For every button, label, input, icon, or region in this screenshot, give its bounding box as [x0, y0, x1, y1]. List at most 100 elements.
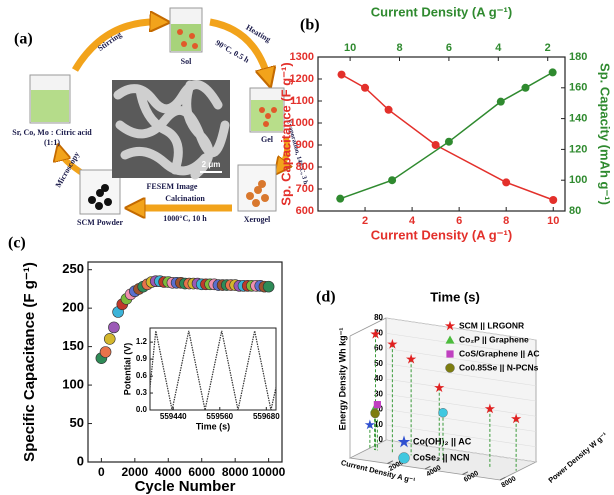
z-tick-label: 0: [379, 435, 384, 444]
particle: [246, 192, 254, 200]
z-grid-line: [385, 317, 537, 341]
chart-title: Time (s): [430, 289, 480, 304]
inset-y-tick-label: 0.9: [136, 354, 148, 363]
inset-x-tick-label: 559560: [206, 412, 233, 421]
beaker-precursor: [29, 74, 71, 124]
inset-y-tick-label: 0.0: [136, 405, 148, 414]
data-point: [108, 321, 120, 334]
data-point: [384, 105, 393, 114]
particle: [177, 29, 183, 35]
data-point: [361, 83, 370, 92]
y-tick-label: 1200: [290, 73, 314, 85]
z-tick-label: 20: [374, 405, 383, 414]
y2-tick-label: 100: [569, 174, 587, 186]
y2-tick-label: 160: [569, 82, 587, 94]
legend-label: SCM || LRGONR: [459, 320, 524, 330]
x-axis-label: Current Density (A g⁻¹): [371, 227, 512, 242]
inset-x-tick-label: 559440: [160, 412, 187, 421]
inset-x-label: Time (s): [196, 421, 230, 431]
particle: [265, 113, 271, 119]
data-point: [364, 419, 376, 430]
particle: [104, 198, 112, 206]
particle: [259, 107, 265, 113]
z-grid-line: [385, 439, 537, 463]
plot-frame: [317, 56, 566, 212]
data-point: [387, 338, 398, 349]
y-axis-label: Specific Capacitance (F g⁻¹): [21, 262, 38, 462]
beaker-xerogel: [237, 164, 277, 212]
x-tick-label: 4: [409, 215, 416, 227]
x-tick-label: 0: [98, 465, 105, 479]
particle: [96, 189, 104, 197]
panel-label: (b): [300, 17, 320, 34]
x-tick-label: 6000: [188, 465, 215, 479]
sem-texture: [113, 80, 230, 180]
stage-label: SCM Powder: [77, 218, 123, 227]
y2-tick-label: 140: [569, 113, 587, 125]
x-tick-label: 10: [547, 215, 559, 227]
box-edge: [349, 317, 387, 337]
x2-tick-label: 4: [495, 42, 502, 54]
z-tick-label: 10: [374, 420, 383, 429]
data-point: [444, 137, 453, 146]
data-point: [405, 353, 417, 364]
sem-image: [112, 80, 230, 180]
x-tick-label: 8000: [222, 465, 249, 479]
data-point: [496, 97, 505, 106]
panel-c: 0 2000 4000 6000 8000 10000 0 50 100 150 200 250 (c)…: [8, 235, 286, 495]
inset-y-label: Potential (V): [122, 343, 132, 396]
beaker-gel: [249, 87, 285, 133]
data-point: [438, 408, 448, 418]
data-point: [502, 178, 511, 187]
y2-tick-label: 80: [569, 205, 581, 217]
particle: [261, 194, 269, 202]
stage-label: Sr, Co, Mo : Citric acid: [12, 128, 92, 137]
z-tick-label: 80: [374, 313, 383, 322]
z-tick-label: 60: [374, 344, 383, 353]
y-tick-label: 700: [296, 183, 314, 195]
x-tick: [499, 476, 506, 481]
data-point: [549, 196, 558, 204]
data-point: [103, 333, 116, 345]
particle: [95, 202, 103, 210]
y-axis-label: Sp. Capacitance (F g⁻¹): [278, 62, 293, 205]
inset-y-tick-label: 0.6: [136, 371, 148, 380]
stage-label: Sol: [181, 57, 192, 66]
stage-label: Xerogel: [244, 215, 271, 224]
panel-a: (a) 2 μm FESEM Image Stirring Sol 90°C, …: [12, 7, 309, 227]
data-point: [370, 328, 381, 339]
image-caption: FESEM Image: [147, 182, 198, 191]
panel-label: (a): [14, 31, 33, 48]
beaker-sol: [169, 7, 203, 53]
data-point: [484, 403, 496, 414]
legend-symbol: [445, 335, 455, 344]
legend-label: CoS/Graphene || AC: [459, 348, 539, 358]
x-tick: [387, 460, 394, 464]
arrow: [71, 22, 160, 72]
x-tick-label: 8: [503, 215, 509, 227]
data-point: [548, 68, 557, 77]
stage-label: (1:1): [44, 138, 60, 147]
x-tick-label: 4000: [155, 465, 182, 479]
data-point: [434, 382, 445, 393]
data-point: [99, 346, 112, 358]
data-point: [510, 413, 522, 424]
y2-axis-label: Sp. Capacity (mAh g⁻¹): [598, 63, 613, 205]
z-axis-label: Energy Density Wh kg⁻¹: [337, 328, 347, 431]
inset-y-tick-label: 1.2: [136, 337, 148, 346]
legend-symbol: [397, 435, 411, 448]
z-tick-label: 50: [374, 359, 383, 368]
particle: [181, 41, 187, 47]
particle: [88, 196, 96, 204]
particle: [192, 43, 198, 49]
y-tick-label: 600: [296, 205, 314, 217]
legend-symbol: [445, 363, 455, 373]
x2-tick-label: 10: [344, 42, 356, 54]
x2-tick-label: 2: [545, 42, 551, 54]
y-tick-label: 50: [70, 415, 84, 430]
y-tick-label: 1000: [290, 117, 314, 129]
particle: [263, 121, 269, 127]
z-grid-line: [385, 393, 537, 417]
scale-bar-label: 2 μm: [202, 160, 221, 169]
inset-x-tick-label: 559680: [253, 412, 280, 421]
